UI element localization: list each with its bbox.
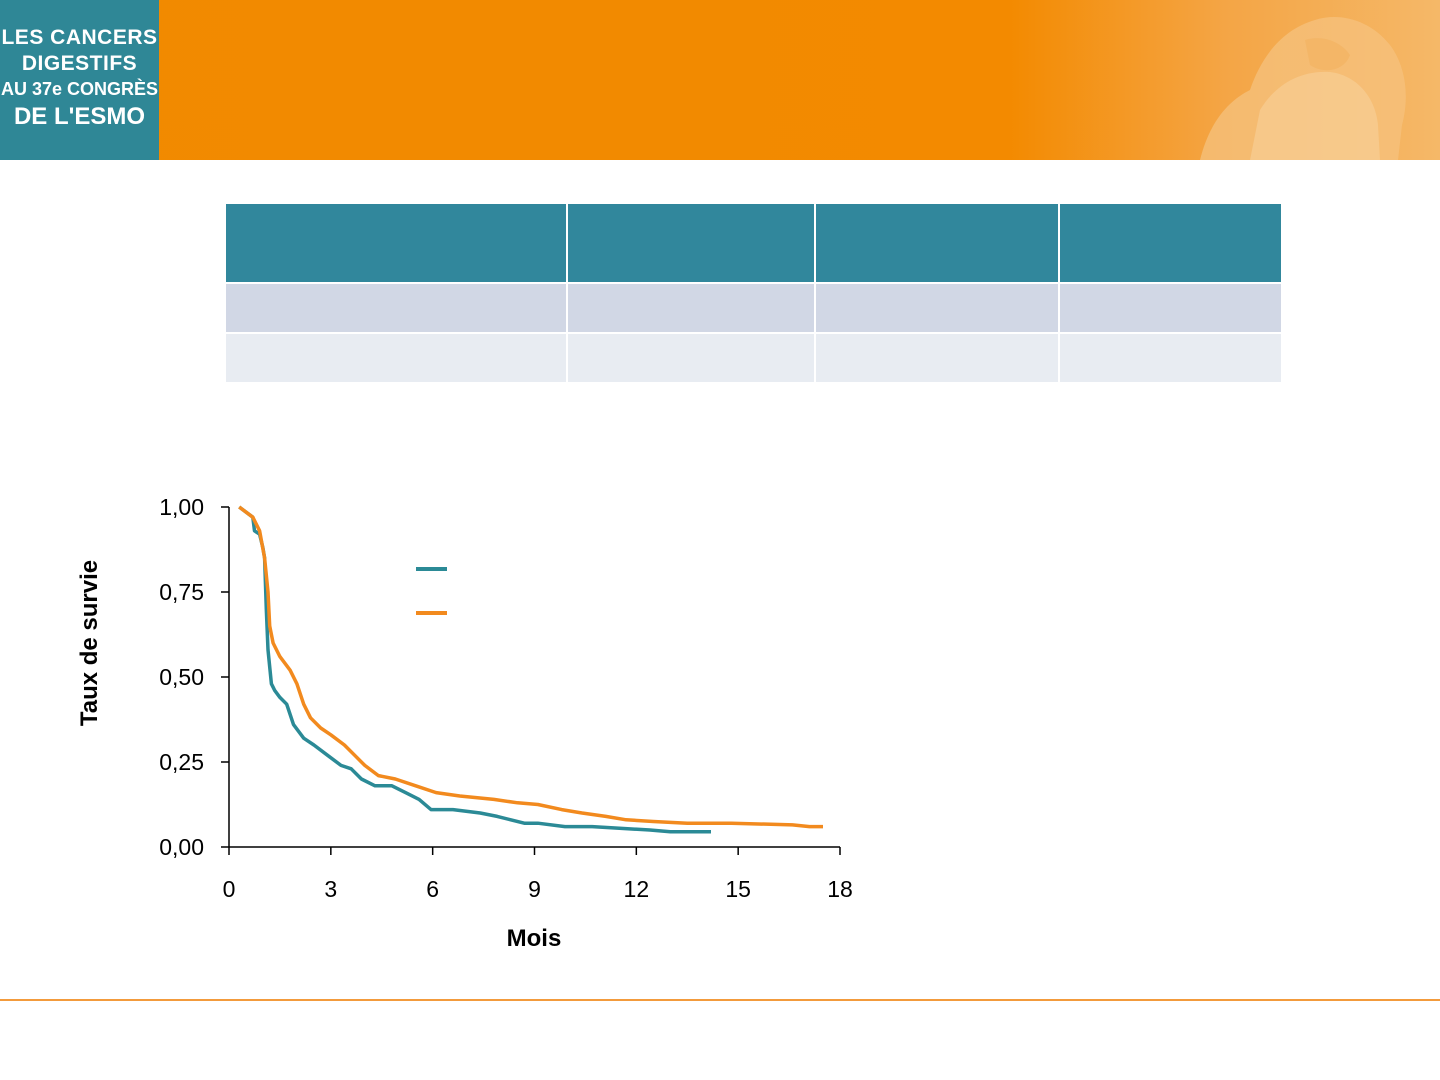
y-tick-label: 0,00	[159, 834, 204, 860]
results-table	[224, 202, 1283, 384]
header-banner: LES CANCERS DIGESTIFS AU 37e CONGRÈS DE …	[0, 0, 1440, 160]
table-row	[224, 282, 1283, 334]
x-tick-label: 15	[725, 876, 751, 902]
y-tick-label: 0,25	[159, 749, 204, 775]
x-tick-label: 6	[426, 876, 439, 902]
y-axis-label: Taux de survie	[76, 560, 103, 726]
x-tick-label: 12	[624, 876, 650, 902]
table-cell	[566, 332, 816, 384]
x-tick-label: 9	[528, 876, 541, 902]
table-header-cell	[814, 202, 1060, 284]
table-header-cell	[224, 202, 568, 284]
table-cell	[566, 282, 816, 334]
table-cell	[814, 332, 1060, 384]
x-axis-label: Mois	[507, 925, 562, 952]
x-tick-label: 0	[223, 876, 236, 902]
y-tick-label: 1,00	[159, 494, 204, 520]
y-tick-label: 0,75	[159, 579, 204, 605]
logo-line: AU 37e CONGRÈS	[0, 79, 159, 99]
table-row	[224, 332, 1283, 384]
table-header-cell	[1058, 202, 1283, 284]
x-tick-label: 3	[324, 876, 337, 902]
series-line-2	[238, 505, 823, 829]
x-tick-label: 18	[827, 876, 853, 902]
statue-illustration-icon	[1200, 17, 1406, 160]
table-cell	[224, 332, 568, 384]
series-line-1	[238, 505, 711, 834]
survival-chart: Taux de survie Mois 0,00 0,25 0,50 0,75 1,00…	[76, 494, 853, 952]
logo-line: LES CANCERS	[1, 26, 158, 49]
y-tick-label: 0,50	[159, 664, 204, 690]
esmo-logo: LES CANCERS DIGESTIFS AU 37e CONGRÈS DE …	[0, 0, 159, 160]
logo-line: DIGESTIFS	[21, 52, 138, 75]
table-header-cell	[566, 202, 816, 284]
table-cell	[814, 282, 1060, 334]
footer-divider	[0, 999, 1440, 1001]
table-cell	[1058, 332, 1283, 384]
table-header-row	[224, 202, 1283, 284]
logo-line: DE L'ESMO	[13, 103, 146, 130]
table-cell	[224, 282, 568, 334]
table-cell	[1058, 282, 1283, 334]
